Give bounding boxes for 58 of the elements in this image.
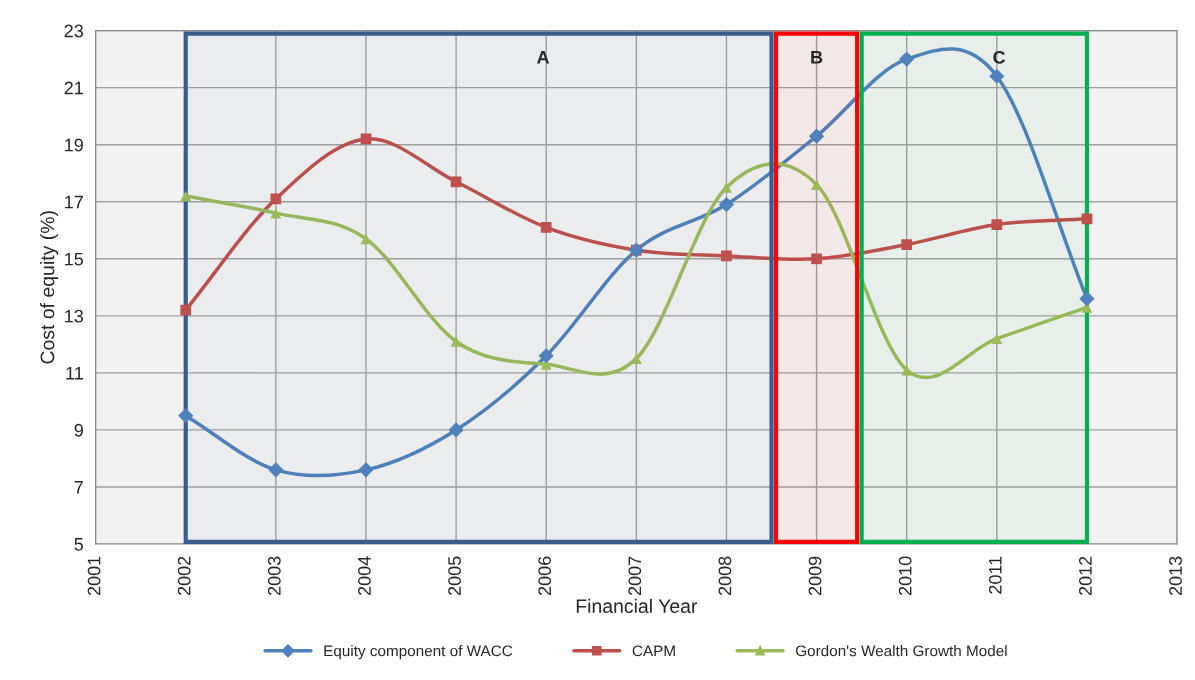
point — [811, 179, 822, 190]
point — [358, 462, 374, 478]
y-tick-label: 11 — [66, 366, 83, 380]
x-tick-label: 2004 — [358, 556, 371, 596]
y-tick-label: 21 — [64, 81, 83, 95]
point — [991, 333, 1003, 345]
y-tick-label: 19 — [65, 138, 83, 152]
legend-label: Gordon's Wealth Growth Model — [796, 645, 1007, 657]
point — [360, 233, 372, 245]
point — [721, 250, 732, 262]
x-tick-label: 2013 — [1169, 556, 1182, 596]
y-axis-title: Cost of equity (%) — [40, 211, 59, 364]
x-tick-label: 2003 — [267, 556, 281, 596]
point — [808, 128, 825, 144]
point — [180, 190, 192, 202]
x-tick-label: 2009 — [808, 556, 822, 596]
point — [270, 207, 282, 219]
point — [448, 422, 464, 438]
point — [989, 68, 1005, 84]
y-tick-label: 15 — [65, 252, 84, 266]
legend-label: Equity component of WACC — [324, 645, 513, 660]
point — [718, 196, 735, 213]
x-tick-label: 2011 — [988, 556, 1002, 594]
point — [540, 222, 552, 233]
x-tick-label: 2005 — [448, 556, 461, 596]
x-tick-label: 2008 — [718, 556, 732, 596]
point — [268, 462, 284, 478]
legend-label: CAPM — [632, 645, 675, 657]
band-label: A — [536, 51, 550, 64]
point — [899, 51, 915, 67]
point — [270, 193, 282, 205]
point — [178, 408, 194, 424]
y-tick-label: 13 — [65, 309, 83, 323]
point — [811, 253, 822, 265]
x-axis-title: Financial Year — [576, 598, 698, 614]
point — [1081, 213, 1093, 225]
band-label: B — [811, 51, 823, 64]
point — [901, 239, 913, 250]
point — [450, 336, 462, 347]
point — [901, 364, 913, 376]
x-tick-label: 2002 — [177, 556, 191, 596]
x-tick-label: 2001 — [87, 556, 101, 596]
x-tick-label: 2012 — [1079, 556, 1092, 596]
y-tick-label: 9 — [74, 423, 83, 437]
band-label: C — [993, 50, 1006, 64]
x-tick-label: 2010 — [898, 556, 912, 596]
point — [1079, 291, 1095, 307]
y-tick-label: 17 — [65, 195, 83, 209]
point — [538, 348, 554, 364]
x-tick-label: 2006 — [538, 556, 552, 596]
point — [450, 176, 462, 188]
x-tick-label: 2007 — [628, 556, 642, 596]
y-tick-label: 23 — [64, 24, 83, 38]
point — [721, 182, 732, 193]
y-tick-label: 5 — [74, 538, 84, 551]
point — [991, 219, 1003, 230]
point — [180, 304, 192, 316]
y-tick-label: 7 — [74, 481, 83, 494]
